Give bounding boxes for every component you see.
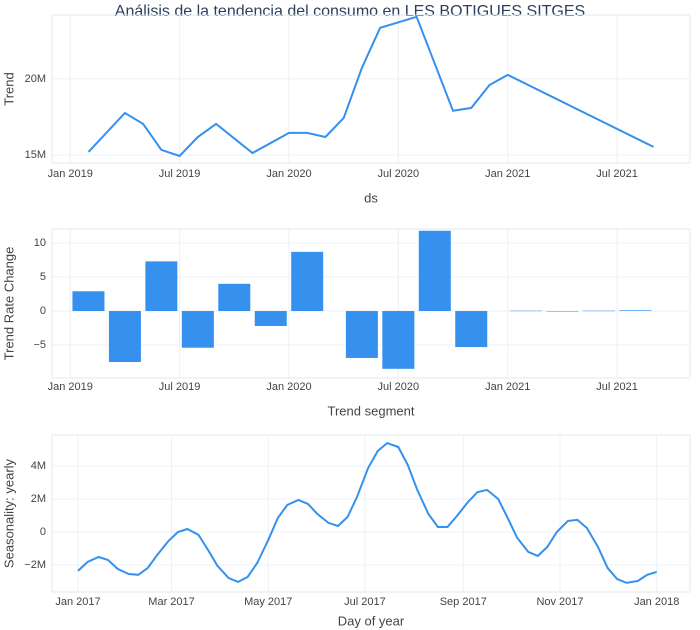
bar [582, 310, 615, 312]
bar [291, 251, 324, 312]
trend-line [77, 441, 657, 584]
x-tick-label: Jul 2021 [596, 168, 638, 180]
y-axis-title: Trend [1, 72, 16, 105]
bar [72, 291, 105, 312]
bar [108, 311, 141, 363]
x-tick-label: Jan 2017 [55, 596, 100, 608]
x-tick-label: Jul 2019 [159, 381, 201, 393]
x-axis-title: Trend segment [328, 403, 415, 418]
x-tick-label: Jan 2019 [48, 168, 93, 180]
y-tick-label: 2M [31, 493, 46, 505]
bar [418, 230, 451, 312]
x-axis-title: Day of year [338, 613, 405, 628]
chart-title: Análisis de la tendencia del consumo en … [115, 3, 585, 20]
bar [546, 311, 579, 312]
x-tick-label: Jul 2021 [596, 381, 638, 393]
x-tick-label: May 2017 [244, 596, 292, 608]
bar [619, 310, 652, 312]
x-tick-label: Jan 2021 [485, 381, 530, 393]
y-axis-title: Seasonality: yearly [1, 458, 16, 568]
x-tick-label: Jul 2017 [344, 596, 386, 608]
x-tick-label: Mar 2017 [148, 596, 194, 608]
y-tick-label: 0 [40, 305, 46, 317]
y-tick-label: 0 [40, 526, 46, 538]
x-axis-title: ds [364, 190, 378, 205]
y-axis-title: Trend Rate Change [1, 247, 16, 361]
y-tick-label: 4M [31, 460, 46, 472]
x-tick-label: Jan 2020 [266, 381, 311, 393]
bar [455, 311, 488, 348]
bar [254, 311, 287, 326]
x-tick-label: Jan 2019 [48, 381, 93, 393]
x-tick-label: Jul 2019 [159, 168, 201, 180]
y-tick-label: 15M [25, 149, 46, 161]
bar [345, 311, 378, 358]
x-tick-label: Jul 2020 [378, 381, 420, 393]
bar [509, 310, 542, 312]
y-tick-label: −2M [24, 559, 46, 571]
y-tick-label: 20M [25, 73, 46, 85]
x-tick-label: Nov 2017 [536, 596, 583, 608]
y-tick-label: 10 [34, 237, 46, 249]
bar [382, 311, 415, 369]
trend-line [87, 15, 654, 158]
bar [181, 311, 214, 348]
plot-frame [51, 434, 691, 593]
plot-frame [51, 228, 691, 379]
x-tick-label: Jan 2021 [485, 168, 530, 180]
y-tick-label: −5 [33, 339, 46, 351]
plot-frame [51, 14, 691, 164]
x-tick-label: Jan 2018 [634, 596, 679, 608]
x-tick-label: Jan 2020 [266, 168, 311, 180]
bar [145, 261, 178, 312]
y-tick-label: 5 [40, 271, 46, 283]
x-tick-label: Jul 2020 [378, 168, 420, 180]
bar [218, 283, 251, 312]
x-tick-label: Sep 2017 [440, 596, 487, 608]
